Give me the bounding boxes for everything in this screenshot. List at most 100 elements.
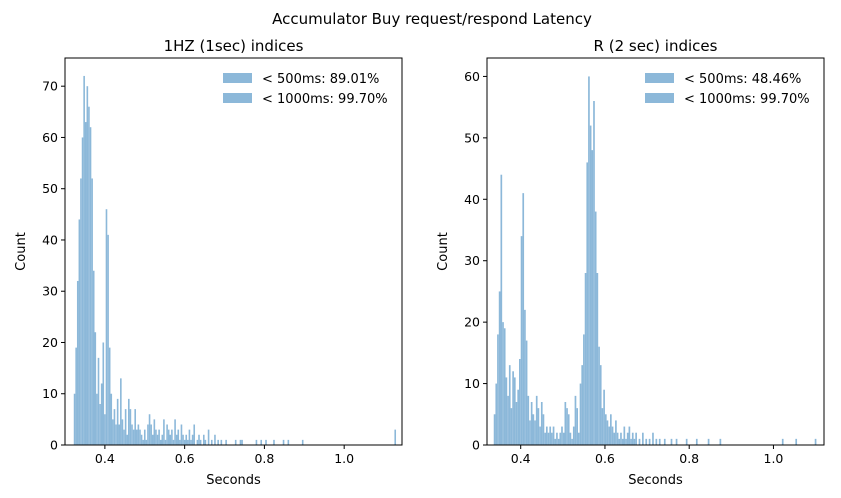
histogram-bar <box>554 438 557 445</box>
histogram-bar <box>193 424 196 445</box>
histogram-bar <box>604 414 607 445</box>
y-tick-label: 0 <box>472 438 480 453</box>
x-axis-label-r2sec: Seconds <box>628 473 683 488</box>
histogram-bar <box>618 438 621 445</box>
histogram-bar <box>781 438 784 445</box>
histogram-bar <box>199 439 202 445</box>
histogram-bar <box>577 432 580 445</box>
histogram-bar <box>635 432 637 445</box>
histogram-bar <box>191 434 194 445</box>
histogram-bar <box>159 439 162 445</box>
histogram-bar <box>508 365 511 445</box>
histogram-bar <box>532 414 535 445</box>
histogram-bar <box>110 393 113 445</box>
histogram-bar <box>220 439 223 445</box>
histogram-bar <box>589 125 592 445</box>
histogram-bar <box>542 414 545 445</box>
histogram-bar <box>118 424 121 445</box>
x-tick-label: 0.6 <box>175 451 195 466</box>
histogram-bar <box>100 383 103 445</box>
histogram-bar <box>102 342 105 445</box>
y-tick-label: 60 <box>42 130 58 145</box>
histogram-bar <box>593 101 595 445</box>
histogram-bar <box>151 434 154 445</box>
y-axis-label-1hz: Count <box>14 232 29 271</box>
histogram-bar <box>185 434 188 445</box>
histogram-bar <box>795 438 798 445</box>
histogram-bar <box>126 434 129 445</box>
histogram-bar <box>94 332 97 445</box>
histogram-bar <box>584 273 587 445</box>
y-tick-label: 20 <box>464 315 480 330</box>
histogram-bar <box>537 408 540 445</box>
histogram-bar <box>638 438 641 445</box>
histogram-bar <box>142 439 144 445</box>
legend-entry-1000ms: < 1000ms: 99.70% <box>262 92 388 107</box>
histogram-bar <box>158 429 160 445</box>
histogram-bar <box>513 377 516 445</box>
histogram-bar <box>140 434 143 445</box>
histogram-bar <box>76 280 79 445</box>
histogram-bar <box>583 334 585 445</box>
histogram-bar <box>540 402 543 445</box>
histogram-bar <box>131 424 133 445</box>
histogram-bar <box>626 432 629 445</box>
histogram-bar <box>493 414 496 445</box>
histogram-bar <box>719 438 722 445</box>
histogram-bar <box>603 389 605 445</box>
x-ticks-r2sec: 0.4 0.6 0.8 1.0 <box>511 445 783 466</box>
histogram-bar <box>594 211 597 445</box>
histogram-bar <box>83 75 85 445</box>
histogram-panel-1hz: 0.4 0.6 0.8 1.0 0 10 20 30 40 50 60 70 1HZ (1sec) … <box>14 37 403 488</box>
histogram-bar <box>148 414 151 445</box>
histogram-bar <box>586 162 589 445</box>
histogram-bar <box>147 424 149 445</box>
histogram-bar <box>495 383 498 445</box>
histogram-bar <box>628 426 631 445</box>
x-ticks-1hz: 0.4 0.6 0.8 1.0 <box>95 445 354 466</box>
legend-entry-500ms: < 500ms: 48.46% <box>684 72 801 87</box>
y-ticks-r2sec: 0 10 20 30 40 50 60 <box>464 69 487 453</box>
y-tick-label: 20 <box>42 335 58 350</box>
histogram-bar <box>163 419 165 445</box>
histogram-bar <box>512 371 514 445</box>
histogram-bar <box>150 424 152 445</box>
y-tick-label: 40 <box>464 192 480 207</box>
histogram-bar <box>73 393 76 445</box>
histogram-bar <box>655 438 658 445</box>
histogram-bar <box>522 193 525 445</box>
histogram-bar <box>588 76 590 446</box>
histogram-bar <box>124 409 127 445</box>
histogram-bar <box>190 439 192 445</box>
histogram-bar <box>695 438 698 445</box>
y-tick-label: 30 <box>464 253 480 268</box>
histogram-bar <box>104 414 106 445</box>
histogram-bar <box>177 429 180 445</box>
panel-title-1hz: 1HZ (1sec) indices <box>164 37 304 55</box>
histogram-bar <box>134 409 136 445</box>
y-tick-label: 30 <box>42 284 58 299</box>
histogram-bar <box>139 429 141 445</box>
legend-swatch <box>645 93 674 103</box>
legend-1hz: < 500ms: 89.01% < 1000ms: 99.70% <box>223 72 388 107</box>
histogram-bar <box>559 432 562 445</box>
histogram-bar <box>623 426 626 445</box>
histogram-bar <box>519 359 521 445</box>
y-tick-label: 40 <box>42 232 58 247</box>
histogram-bar <box>505 377 508 445</box>
histogram-bar <box>234 439 237 445</box>
histogram-bar <box>260 439 263 445</box>
histogram-bar <box>171 429 173 445</box>
histogram-bar <box>608 426 611 445</box>
histogram-bar <box>599 365 602 445</box>
histogram-bar <box>663 438 666 445</box>
y-tick-label: 50 <box>42 181 58 196</box>
bars-1hz <box>73 75 397 445</box>
histogram-bar <box>561 426 563 445</box>
histogram-bar <box>574 395 577 445</box>
histogram-bar <box>545 426 548 445</box>
y-tick-label: 10 <box>42 386 58 401</box>
histogram-bar <box>132 429 135 445</box>
histogram-bar <box>198 434 200 445</box>
